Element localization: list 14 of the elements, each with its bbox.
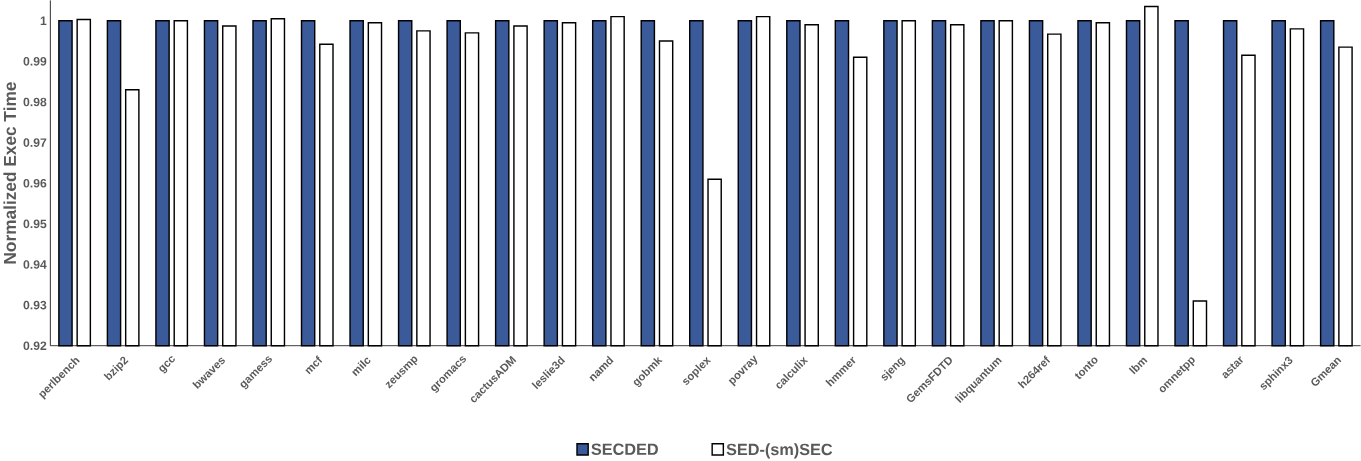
y-tick-label: 0.96 [23,179,47,188]
y-axis-title: Normalized Exec Time [3,82,17,264]
x-tick-label: lbm [1128,358,1148,375]
legend-label: SED-(sm)SEC [726,443,833,459]
y-tick-label: 0.93 [23,300,47,310]
legend-label: SECDED [591,443,658,456]
y-tick-label: 0.99 [23,57,47,66]
y-tick-label: 0.92 [23,341,47,351]
y-tick-label: 1 [40,16,47,26]
y-tick-label: 0.94 [23,260,47,269]
x-tick-label: gcc [159,356,175,374]
y-tick-label: 0.95 [23,219,47,229]
y-tick-label: 0.98 [23,97,47,107]
y-tick-label: 0.97 [23,138,47,148]
